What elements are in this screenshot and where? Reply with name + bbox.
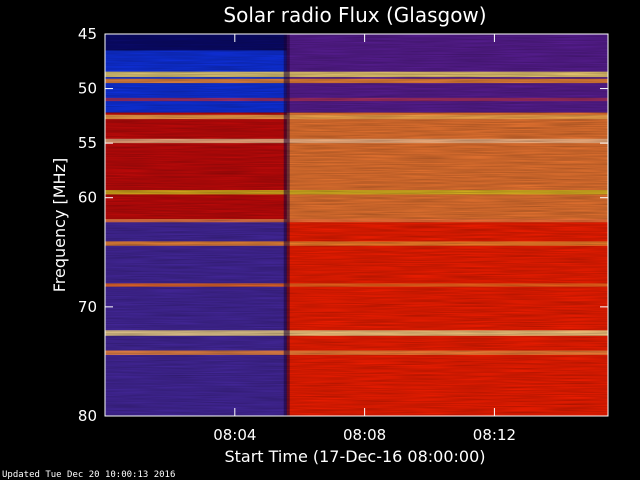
- plot-area: [104, 33, 609, 417]
- x-tick-label: 08:04: [213, 426, 256, 444]
- y-axis-label: Frequency [MHz]: [50, 158, 69, 292]
- y-tick-label: 60: [78, 189, 97, 207]
- y-tick-label: 55: [78, 134, 97, 152]
- x-axis-label: Start Time (17-Dec-16 08:00:00): [224, 447, 485, 466]
- x-tick-label: 08:08: [343, 426, 386, 444]
- y-tick-label: 70: [78, 298, 97, 316]
- y-tick-label: 45: [78, 25, 97, 43]
- noise-texture: [105, 34, 608, 416]
- y-axis: 45 50 55 60 70 80: [78, 25, 608, 425]
- x-tick-label: 08:12: [473, 426, 516, 444]
- updated-timestamp: Updated Tue Dec 20 10:00:13 2016: [2, 470, 175, 480]
- chart-title: Solar radio Flux (Glasgow): [223, 3, 486, 27]
- plot-frame: [104, 33, 609, 417]
- y-tick-label: 50: [78, 80, 97, 98]
- y-tick-label: 80: [78, 407, 97, 425]
- x-axis: 08:04 08:08 08:12: [213, 34, 516, 444]
